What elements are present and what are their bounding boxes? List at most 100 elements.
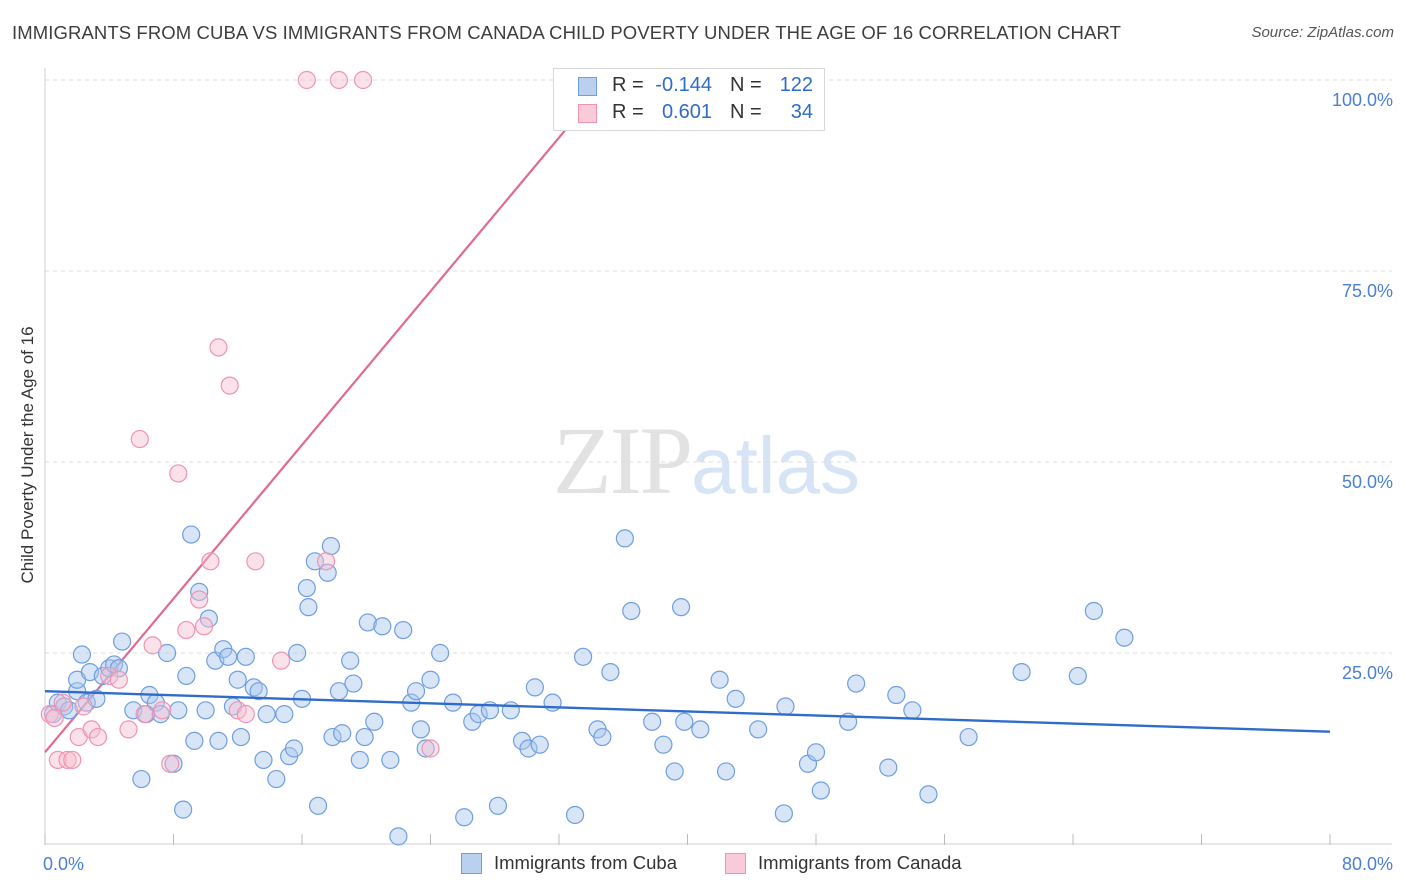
cuba-point — [299, 598, 318, 617]
cuba-point — [443, 693, 463, 712]
canada-point — [353, 70, 373, 90]
canada-point — [58, 750, 77, 770]
bottom-cuba-label: Immigrants from Cuba — [494, 852, 677, 873]
canada-point — [194, 617, 214, 636]
cuba-point — [358, 613, 377, 632]
canada-point — [236, 705, 255, 724]
watermark: ZIPatlas — [553, 405, 860, 516]
cuba-point — [716, 762, 736, 781]
canada-point — [74, 697, 93, 716]
canada-point — [161, 754, 180, 773]
cuba-point — [341, 651, 360, 670]
bottom-canada-label: Immigrants from Canada — [758, 852, 962, 873]
cuba-point — [318, 563, 337, 582]
cuba-point — [691, 720, 710, 739]
cuba-point — [501, 701, 520, 720]
cuba-point — [182, 525, 201, 544]
canada-point — [316, 552, 336, 571]
cuba-point — [257, 705, 276, 724]
canada-point — [45, 708, 64, 728]
cuba-point — [288, 643, 307, 663]
cuba-point — [308, 796, 328, 815]
cuba-point — [190, 582, 209, 601]
cuba-point — [959, 727, 978, 747]
cuba-point — [879, 758, 898, 777]
y-tick-label: 25.0% — [1342, 663, 1393, 683]
cuba-point — [806, 743, 826, 762]
cuba-point — [157, 643, 177, 663]
canada-n-value: 34 — [790, 101, 813, 123]
cuba-n-label: N = — [730, 74, 762, 96]
cuba-point — [249, 682, 268, 701]
canada-point — [209, 338, 228, 357]
cuba-point — [455, 808, 474, 827]
cuba-point — [284, 739, 304, 758]
cuba-point — [169, 701, 188, 720]
bottom-cuba-swatch — [461, 853, 482, 874]
canada-point — [421, 739, 440, 758]
cuba-point — [601, 662, 620, 682]
cuba-point — [774, 804, 793, 823]
cuba-point — [196, 701, 215, 720]
cuba-point — [365, 712, 384, 731]
cuba-point — [355, 727, 374, 747]
x-tick-label: 0.0% — [43, 854, 84, 874]
canada-trend — [44, 79, 609, 754]
cuba-point — [847, 674, 866, 693]
x-tick-label: 80.0% — [1342, 854, 1393, 874]
cuba-point — [132, 769, 151, 789]
correlation-legend: R = -0.144 N = 122 R = 0.601 N = 34 — [553, 68, 825, 131]
cuba-point — [333, 724, 352, 743]
canada-point — [82, 720, 101, 739]
canada-point — [169, 464, 188, 483]
cuba-point — [463, 712, 482, 731]
cuba-point — [622, 601, 641, 621]
cuba-point — [219, 647, 238, 666]
cuba-point — [350, 750, 369, 770]
cuba-point — [254, 750, 273, 770]
canada-point — [246, 552, 265, 571]
canada-point — [297, 70, 316, 90]
cuba-point — [530, 735, 549, 754]
canada-point — [63, 750, 82, 770]
cuba-point — [112, 632, 132, 651]
canada-point — [88, 727, 108, 747]
cuba-point — [381, 750, 400, 770]
cuba-point — [174, 800, 193, 819]
tick-labels: 25.0% 50.0% 75.0% 100.0% 0.0% 80.0% — [43, 90, 1393, 874]
cuba-point — [344, 674, 363, 693]
cuba-point — [543, 693, 562, 712]
canada-trend-line — [44, 79, 609, 754]
cuba-point — [565, 805, 585, 825]
cuba-point — [59, 701, 79, 720]
cuba-point — [665, 762, 684, 781]
y-tick-label: 50.0% — [1342, 472, 1393, 492]
cuba-point — [411, 720, 430, 739]
cuba-point — [512, 731, 532, 750]
cuba-point — [406, 682, 426, 701]
canada-point — [201, 552, 220, 571]
cuba-r-label: R = — [612, 74, 644, 96]
cuba-point — [177, 666, 196, 686]
canada-r-label: R = — [612, 101, 644, 123]
cuba-point — [323, 727, 342, 747]
canada-point — [177, 620, 196, 640]
cuba-point — [919, 785, 938, 804]
cuba-point — [726, 689, 745, 708]
canada-point — [135, 705, 154, 724]
cuba-point — [297, 578, 316, 598]
cuba-point — [525, 678, 545, 697]
y-tick-label: 75.0% — [1342, 281, 1393, 301]
watermark-atlas: atlas — [691, 421, 860, 510]
cuba-point — [776, 697, 795, 716]
bottom-canada-swatch — [725, 853, 746, 874]
canada-n-label: N = — [730, 101, 762, 123]
cuba-point — [903, 701, 922, 720]
cuba-point — [811, 781, 830, 800]
cuba-trend — [44, 690, 1331, 733]
cuba-point — [421, 670, 440, 689]
cuba-point — [228, 670, 247, 689]
cuba-point — [72, 645, 92, 664]
cuba-point — [615, 529, 634, 548]
cuba-r-value: -0.144 — [655, 74, 712, 96]
